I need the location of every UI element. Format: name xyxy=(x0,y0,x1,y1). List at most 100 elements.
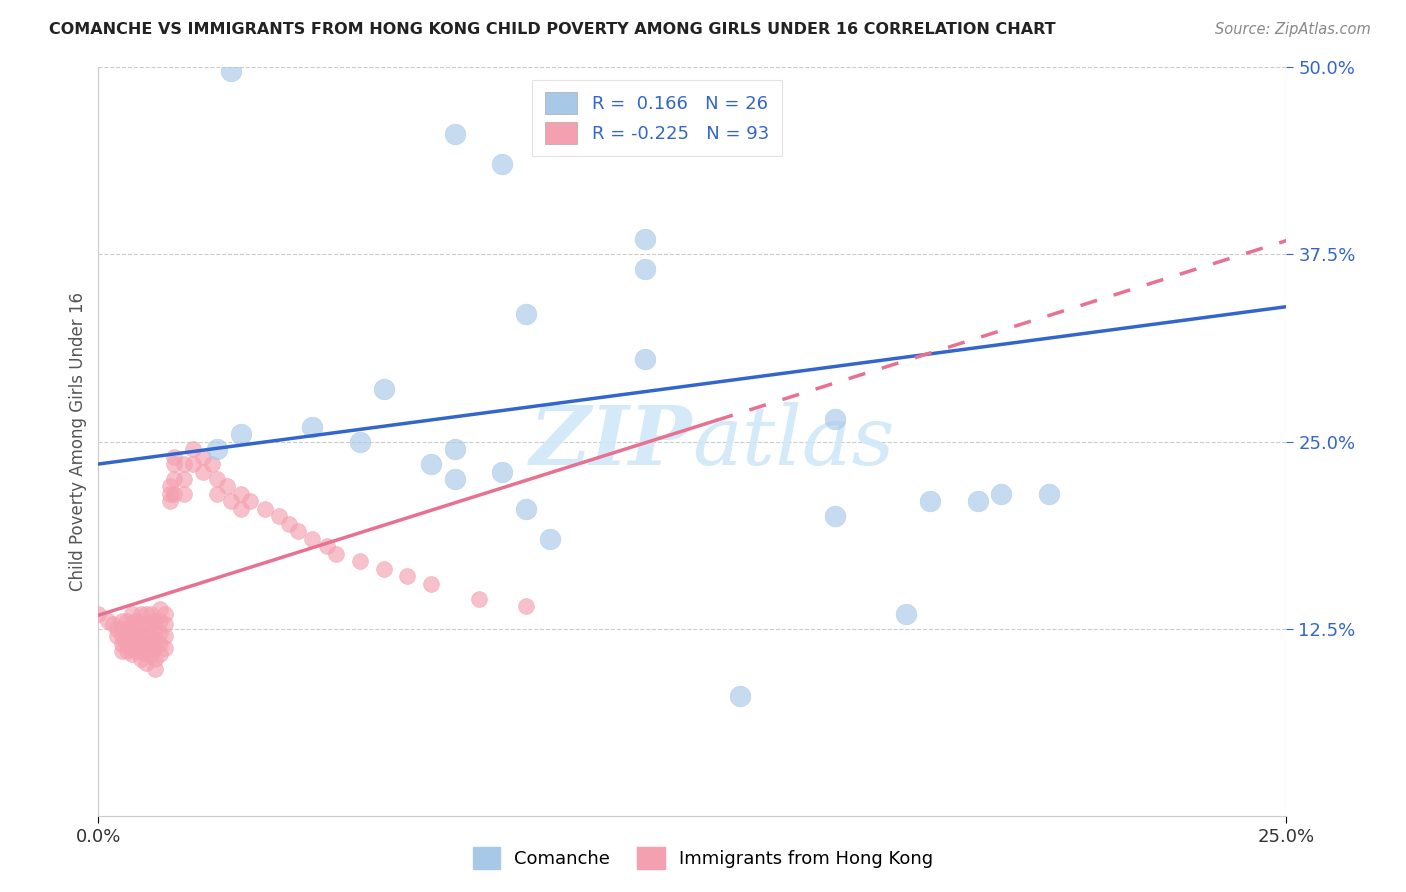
Point xyxy=(373,562,395,576)
Point xyxy=(97,615,120,629)
Text: COMANCHE VS IMMIGRANTS FROM HONG KONG CHILD POVERTY AMONG GIRLS UNDER 16 CORRELA: COMANCHE VS IMMIGRANTS FROM HONG KONG CH… xyxy=(49,22,1056,37)
Point xyxy=(145,652,167,666)
Point xyxy=(183,442,205,456)
Point xyxy=(634,232,657,246)
Point xyxy=(149,648,172,662)
Point xyxy=(221,64,243,78)
Point xyxy=(153,617,176,632)
Point xyxy=(153,641,176,656)
Point xyxy=(121,626,143,640)
Point xyxy=(121,641,143,656)
Point xyxy=(149,602,172,616)
Point xyxy=(173,457,195,471)
Point xyxy=(145,662,167,676)
Point xyxy=(287,524,309,539)
Point xyxy=(135,648,157,662)
Point xyxy=(135,617,157,632)
Point xyxy=(1038,487,1060,501)
Point xyxy=(135,629,157,643)
Point xyxy=(896,607,918,621)
Point xyxy=(396,569,419,583)
Point xyxy=(135,657,157,671)
Point xyxy=(139,607,162,621)
Point xyxy=(824,509,846,524)
Point xyxy=(111,622,134,636)
Legend: Comanche, Immigrants from Hong Kong: Comanche, Immigrants from Hong Kong xyxy=(464,838,942,879)
Point xyxy=(325,547,347,561)
Point xyxy=(215,479,238,493)
Point xyxy=(229,427,252,442)
Point xyxy=(153,607,176,621)
Point xyxy=(990,487,1012,501)
Point xyxy=(301,419,323,434)
Point xyxy=(139,629,162,643)
Legend: R =  0.166   N = 26, R = -0.225   N = 93: R = 0.166 N = 26, R = -0.225 N = 93 xyxy=(531,79,782,156)
Point xyxy=(201,457,224,471)
Point xyxy=(634,352,657,367)
Point xyxy=(349,554,371,568)
Point xyxy=(229,487,252,501)
Y-axis label: Child Poverty Among Girls Under 16: Child Poverty Among Girls Under 16 xyxy=(69,292,87,591)
Point xyxy=(159,494,181,508)
Point xyxy=(115,629,138,643)
Point xyxy=(111,644,134,658)
Point xyxy=(221,494,243,508)
Point xyxy=(183,457,205,471)
Point xyxy=(125,615,148,629)
Point xyxy=(444,442,467,456)
Point xyxy=(125,637,148,651)
Point xyxy=(111,637,134,651)
Point xyxy=(139,637,162,651)
Point xyxy=(145,641,167,656)
Point xyxy=(163,472,186,486)
Point xyxy=(115,615,138,629)
Point xyxy=(145,622,167,636)
Point xyxy=(121,617,143,632)
Point xyxy=(111,629,134,643)
Point xyxy=(107,629,129,643)
Point xyxy=(277,516,299,531)
Point xyxy=(129,607,152,621)
Point xyxy=(515,307,537,321)
Point xyxy=(135,637,157,651)
Point xyxy=(253,502,276,516)
Text: Source: ZipAtlas.com: Source: ZipAtlas.com xyxy=(1215,22,1371,37)
Point xyxy=(107,622,129,636)
Point xyxy=(515,599,537,614)
Point xyxy=(420,457,443,471)
Point xyxy=(145,615,167,629)
Point xyxy=(159,479,181,493)
Point xyxy=(115,637,138,651)
Point xyxy=(129,617,152,632)
Point xyxy=(139,617,162,632)
Point xyxy=(373,382,395,396)
Point xyxy=(121,632,143,647)
Point xyxy=(420,577,443,591)
Point xyxy=(149,626,172,640)
Point xyxy=(634,262,657,277)
Point xyxy=(145,632,167,647)
Point xyxy=(159,487,181,501)
Point xyxy=(125,644,148,658)
Point xyxy=(966,494,988,508)
Point xyxy=(173,487,195,501)
Point xyxy=(111,615,134,629)
Point xyxy=(491,465,513,479)
Point xyxy=(267,509,290,524)
Point xyxy=(824,412,846,426)
Point xyxy=(728,690,751,704)
Point xyxy=(444,472,467,486)
Point xyxy=(129,637,152,651)
Point xyxy=(229,502,252,516)
Point xyxy=(207,442,229,456)
Point xyxy=(149,615,172,629)
Point xyxy=(115,644,138,658)
Point xyxy=(153,629,176,643)
Point xyxy=(444,128,467,142)
Point xyxy=(149,637,172,651)
Point xyxy=(173,472,195,486)
Point xyxy=(125,629,148,643)
Point xyxy=(239,494,262,508)
Point xyxy=(163,450,186,464)
Point xyxy=(115,622,138,636)
